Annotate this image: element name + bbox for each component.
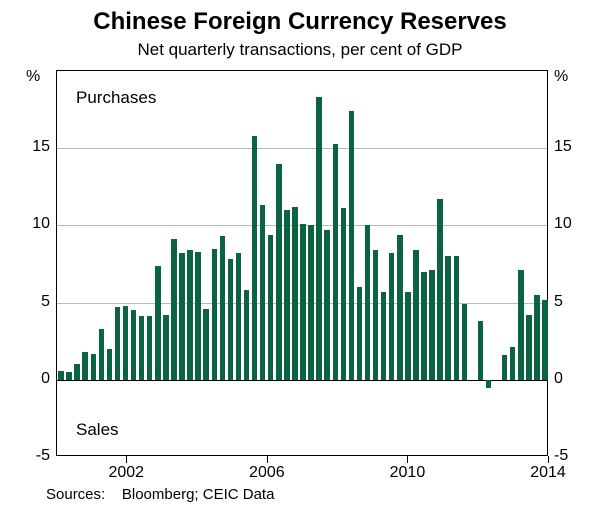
bar (502, 355, 507, 380)
bar (341, 208, 346, 379)
bar (373, 250, 378, 380)
bar (413, 250, 418, 380)
bar (244, 290, 249, 380)
bar (445, 256, 450, 380)
y-tick-left: 15 (20, 139, 50, 155)
y-tick-right: 5 (554, 294, 563, 310)
bar (155, 266, 160, 380)
x-tick-mark (407, 456, 408, 463)
bar (462, 304, 467, 380)
bar (389, 253, 394, 380)
bar (421, 272, 426, 380)
bar (429, 270, 434, 380)
bar (316, 97, 321, 380)
bar (349, 111, 354, 380)
y-tick-right: 10 (554, 216, 572, 232)
bar (405, 292, 410, 380)
bar (365, 225, 370, 379)
bar (220, 236, 225, 380)
bar (107, 349, 112, 380)
bar (131, 310, 136, 379)
bar (236, 253, 241, 380)
x-tick-label: 2010 (390, 464, 426, 482)
x-tick-label: 2006 (249, 464, 285, 482)
bar (163, 315, 168, 380)
bar (187, 250, 192, 380)
bar (195, 252, 200, 380)
bar (82, 352, 87, 380)
bar (478, 321, 483, 380)
bar (268, 235, 273, 380)
bar (74, 364, 79, 379)
bar (171, 239, 176, 380)
annotation-sales: Sales (76, 420, 119, 440)
y-tick-right: 0 (554, 371, 563, 387)
bar (526, 315, 531, 380)
x-tick-label: 2014 (530, 464, 566, 482)
bar (437, 199, 442, 380)
bar (292, 207, 297, 380)
bar (300, 224, 305, 380)
chart-subtitle: Net quarterly transactions, per cent of … (0, 40, 600, 60)
bar (91, 354, 96, 380)
bar (333, 144, 338, 380)
y-axis-unit-right: % (554, 68, 568, 86)
chart-title: Chinese Foreign Currency Reserves (0, 8, 600, 36)
bar (324, 230, 329, 380)
y-tick-right: -5 (554, 448, 568, 464)
bar (123, 306, 128, 380)
bar (284, 210, 289, 380)
x-tick-label: 2002 (108, 464, 144, 482)
bar (139, 316, 144, 379)
plot-area (56, 70, 548, 456)
bar (260, 205, 265, 379)
bar (115, 307, 120, 380)
bar (542, 300, 547, 380)
bar (99, 329, 104, 380)
gridline (57, 380, 547, 381)
chart-sources: Sources: Bloomberg; CEIC Data (46, 486, 274, 503)
gridline (57, 148, 547, 149)
bar (397, 235, 402, 380)
sources-text: Bloomberg; CEIC Data (122, 486, 275, 503)
bar (212, 249, 217, 380)
bar (357, 287, 362, 380)
y-tick-left: 0 (20, 371, 50, 387)
y-tick-left: 10 (20, 216, 50, 232)
bar (518, 270, 523, 380)
y-tick-left: 5 (20, 294, 50, 310)
y-tick-right: 15 (554, 139, 572, 155)
x-tick-mark (548, 456, 549, 463)
y-axis-unit-left: % (26, 68, 40, 86)
bar (276, 164, 281, 380)
bar (534, 295, 539, 380)
bar (147, 316, 152, 379)
x-tick-mark (126, 456, 127, 463)
bar (179, 253, 184, 380)
bar (203, 309, 208, 380)
y-tick-left: -5 (20, 448, 50, 464)
bar (486, 380, 491, 388)
sources-label: Sources: (46, 486, 105, 503)
x-tick-mark (267, 456, 268, 463)
bar (252, 136, 257, 380)
bar (381, 292, 386, 380)
bar (58, 371, 63, 380)
bar (510, 347, 515, 379)
bar (454, 256, 459, 380)
chart-container: Chinese Foreign Currency Reserves Net qu… (0, 0, 600, 508)
bar (66, 372, 71, 380)
bar (308, 225, 313, 379)
bar (228, 259, 233, 379)
annotation-purchases: Purchases (76, 88, 156, 108)
